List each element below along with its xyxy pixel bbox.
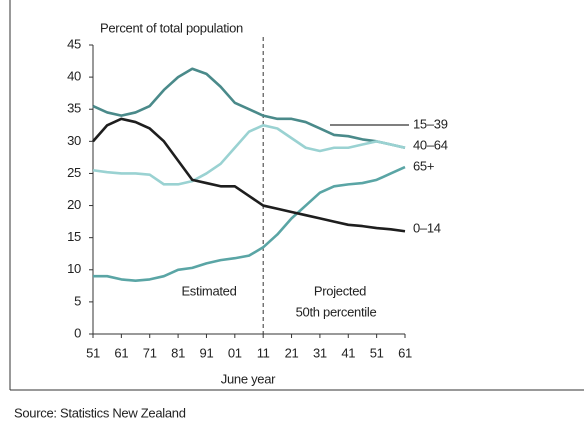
x-tick-label: 41 bbox=[341, 345, 355, 360]
series-line bbox=[92, 67, 406, 150]
x-tick-label: 51 bbox=[86, 345, 100, 360]
legend-label: 40–64 bbox=[413, 137, 448, 152]
chart-title: Percent of total population bbox=[100, 20, 243, 35]
x-tick-label: 81 bbox=[171, 345, 185, 360]
x-axis-label: June year bbox=[221, 371, 276, 386]
series-line bbox=[92, 117, 406, 233]
x-tick-label: 01 bbox=[228, 345, 242, 360]
x-tick-label: 11 bbox=[257, 345, 270, 360]
x-tick-label: 61 bbox=[114, 345, 128, 360]
y-tick-label: 30 bbox=[67, 133, 81, 148]
series-line bbox=[93, 165, 406, 282]
x-tick-label: 31 bbox=[313, 345, 327, 360]
annotation: Estimated bbox=[181, 283, 236, 298]
x-tick-label: 91 bbox=[200, 345, 214, 360]
x-tick-label: 51 bbox=[370, 345, 384, 360]
y-tick-label: 20 bbox=[67, 197, 81, 212]
y-tick-label: 0 bbox=[74, 325, 81, 340]
source: Source: Statistics New Zealand bbox=[14, 405, 186, 420]
annotation: 50th percentile bbox=[296, 304, 377, 319]
y-tick-label: 25 bbox=[67, 165, 81, 180]
y-tick-label: 45 bbox=[67, 36, 81, 51]
x-tick-label: 71 bbox=[143, 345, 157, 360]
y-tick-label: 15 bbox=[67, 229, 81, 244]
legend-label: 0–14 bbox=[413, 220, 441, 235]
legend-label: 65+ bbox=[413, 158, 434, 173]
y-tick-label: 35 bbox=[67, 101, 81, 116]
y-tick-label: 10 bbox=[67, 261, 81, 276]
legend-label: 15–39 bbox=[413, 116, 448, 131]
series-line bbox=[92, 123, 406, 186]
y-tick-label: 5 bbox=[74, 293, 81, 308]
x-tick-label: 21 bbox=[285, 345, 299, 360]
annotation: Projected bbox=[314, 283, 366, 298]
x-tick-label: 61 bbox=[398, 345, 412, 360]
y-tick-label: 40 bbox=[67, 69, 81, 84]
